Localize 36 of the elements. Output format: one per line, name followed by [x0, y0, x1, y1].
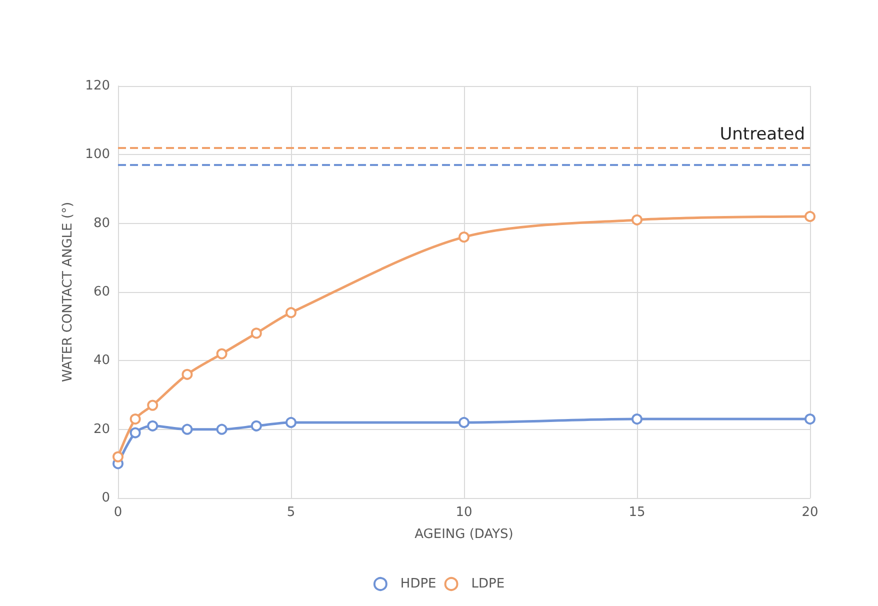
point: [804, 414, 816, 425]
point: [216, 348, 228, 360]
point: [147, 420, 158, 432]
legend-label: LDPE: [471, 576, 505, 592]
x-tick-label: 0: [114, 505, 122, 520]
y-tick-label: 120: [85, 78, 110, 94]
point: [286, 307, 296, 318]
y-tick-label: 100: [85, 147, 110, 162]
y-tick-label: 0: [102, 490, 110, 506]
y-tick-label: 40: [93, 353, 110, 368]
x-tick-label: 5: [286, 505, 296, 520]
point: [632, 414, 642, 425]
x-tick-label: 10: [456, 505, 472, 520]
point: [250, 420, 262, 432]
point: [182, 424, 193, 435]
y-tick-label: 60: [93, 284, 110, 300]
point: [147, 400, 158, 411]
point: [216, 424, 228, 435]
point: [130, 427, 141, 438]
point: [130, 414, 141, 425]
y-axis-title: WATER CONTACT ANGLE (°): [60, 202, 76, 382]
point: [458, 232, 470, 243]
point: [182, 368, 193, 380]
point: [458, 416, 470, 428]
ref-line-label: Untreated: [720, 124, 805, 144]
point: [632, 214, 642, 226]
legend-label: HDPE: [400, 576, 436, 592]
x-tick-label: 20: [802, 505, 818, 520]
point: [250, 328, 262, 339]
point: [112, 451, 124, 462]
y-tick-label: 80: [93, 216, 110, 231]
point: [286, 416, 296, 428]
x-tick-label: 15: [628, 505, 646, 520]
y-tick-label: 20: [93, 422, 110, 437]
x-axis-title: AGEING (DAYS): [414, 527, 514, 542]
point: [804, 210, 816, 222]
